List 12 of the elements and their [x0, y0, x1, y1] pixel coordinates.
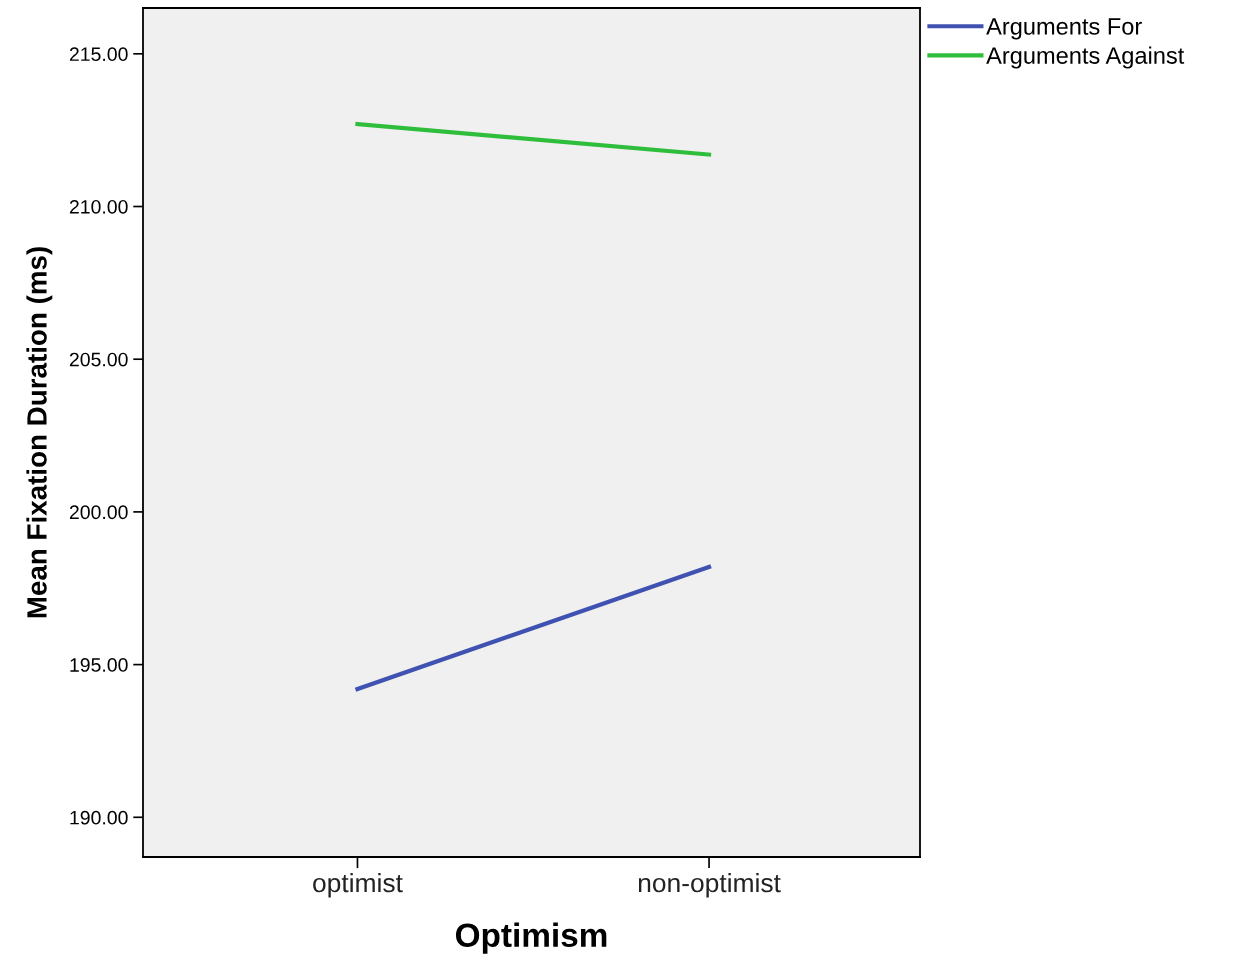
y-tick-label: 210.00 [69, 199, 128, 214]
x-tick-label: non-optimist [638, 872, 781, 898]
x-tick-label: optimist [313, 872, 403, 898]
y-tick-label: 195.00 [70, 658, 128, 672]
legend-label: Arguments Against [986, 46, 1185, 69]
y-tick-label: 190.00 [70, 810, 128, 825]
y-tick-label: 200.00 [69, 505, 128, 520]
x-axis-title: Optimism [456, 922, 607, 954]
y-tick-label: 215.00 [69, 47, 128, 62]
y-axis-title: Mean Fixation Duration (ms) [26, 247, 53, 618]
y-tick-label: 205.00 [69, 352, 128, 367]
legend-label: Arguments For [986, 18, 1142, 40]
